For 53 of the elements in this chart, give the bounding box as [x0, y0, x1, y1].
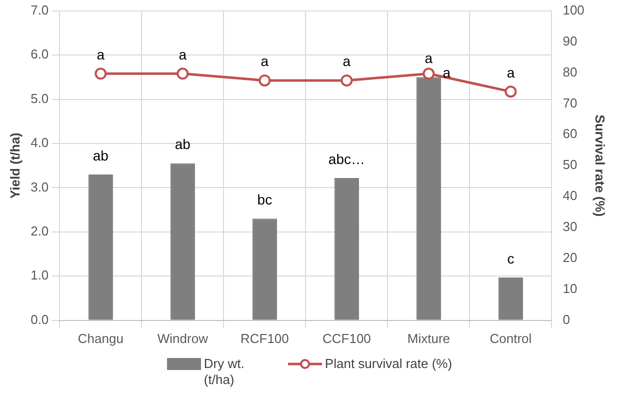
y-tick-label: 5.0	[30, 90, 49, 106]
y-tick-label: 4.0	[30, 135, 49, 150]
annotation: a	[260, 53, 269, 70]
annotation: ab	[174, 136, 191, 152]
y-tick-label: 7.0	[30, 2, 49, 18]
annotation: bc	[257, 192, 272, 208]
annotation: c	[507, 250, 514, 266]
y2-tick-label: 60	[562, 126, 578, 142]
y2-tick-label: 100	[562, 2, 584, 18]
point	[422, 68, 435, 80]
x-tick-label: Control	[490, 330, 532, 346]
x-tick-label: CCF100	[322, 330, 371, 346]
bar	[498, 278, 524, 320]
y2-tick-label: 70	[562, 95, 578, 110]
bar	[334, 178, 359, 320]
x-tick-label: Changu	[78, 330, 124, 346]
y2-tick-label: 30	[562, 219, 578, 234]
bar	[88, 174, 113, 320]
x-tick-label: RCF100	[240, 330, 289, 346]
bar	[170, 163, 195, 320]
x-tick-label: Windrow	[157, 330, 209, 346]
annotation: abc…	[328, 150, 365, 167]
point	[340, 74, 353, 86]
legend-label: Dry wt. (t/ha)	[204, 356, 246, 388]
y2-tick-label: 80	[562, 64, 578, 80]
bar	[252, 218, 277, 320]
y-tick-label: 3.0	[30, 179, 49, 194]
y2-axis-title: Survival rate (%)	[592, 114, 608, 217]
y2-tick-label: 40	[562, 188, 578, 204]
point	[94, 68, 107, 80]
y-axis-title: Yield (t/ha)	[7, 132, 22, 199]
y-tick-label: 0.0	[30, 312, 49, 327]
y2-tick-label: 0	[562, 312, 570, 327]
point	[176, 68, 189, 80]
annotation: a	[424, 50, 433, 66]
point	[504, 86, 517, 98]
annotation: ab	[92, 147, 109, 164]
annotation: a	[342, 53, 351, 70]
y-tick-label: 1.0	[30, 268, 49, 283]
y2-tick-label: 20	[562, 250, 578, 266]
point	[258, 74, 271, 86]
annotation: a	[506, 64, 515, 81]
y2-tick-label: 50	[562, 157, 578, 172]
bar	[416, 77, 441, 320]
annotation: a	[442, 64, 451, 80]
annotation: a	[96, 46, 105, 62]
legend-label: Plant survival rate (%)	[324, 356, 452, 371]
annotation: a	[178, 46, 187, 62]
y-tick-label: 2.0	[30, 224, 49, 239]
y-tick-label: 6.0	[30, 46, 49, 62]
y2-tick-label: 90	[562, 33, 578, 48]
x-tick-label: Mixture	[407, 330, 450, 346]
y2-tick-label: 10	[562, 281, 578, 296]
